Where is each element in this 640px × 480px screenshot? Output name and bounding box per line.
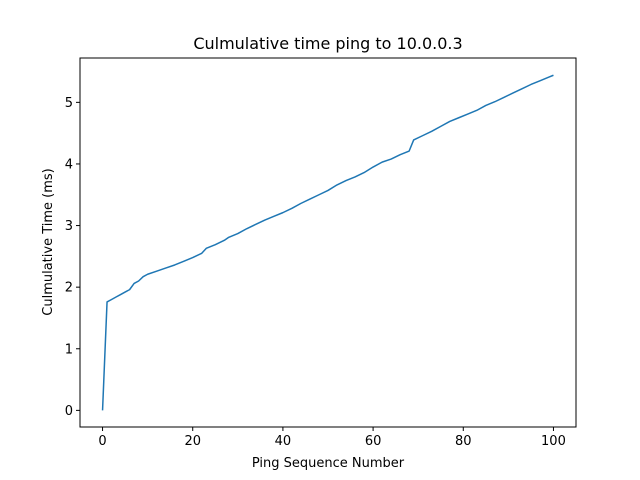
series-line-0 [101, 74, 554, 411]
x-axis: 0 20 40 60 80 100 [98, 427, 566, 449]
x-tick-label: 40 [275, 434, 292, 449]
y-tick-label: 0 [65, 404, 73, 419]
y-tick-label: 3 [65, 219, 73, 234]
plot-frame [79, 57, 577, 428]
series-layer [101, 74, 554, 411]
y-tick-label: 5 [65, 96, 73, 111]
y-tick-label: 4 [65, 157, 73, 172]
y-axis: 0 1 2 3 4 5 [65, 96, 80, 419]
y-tick-label: 2 [65, 281, 73, 296]
x-tick-label: 0 [98, 434, 106, 449]
x-axis-label: Ping Sequence Number [252, 456, 405, 471]
x-tick-label: 20 [184, 434, 201, 449]
chart-title: Culmulative time ping to 10.0.0.3 [193, 34, 462, 53]
y-axis-label: Culmulative Time (ms) [41, 168, 56, 315]
x-tick-label: 60 [365, 434, 382, 449]
y-tick-label: 1 [65, 342, 73, 357]
x-tick-label: 80 [455, 434, 472, 449]
x-tick-label: 100 [541, 434, 566, 449]
